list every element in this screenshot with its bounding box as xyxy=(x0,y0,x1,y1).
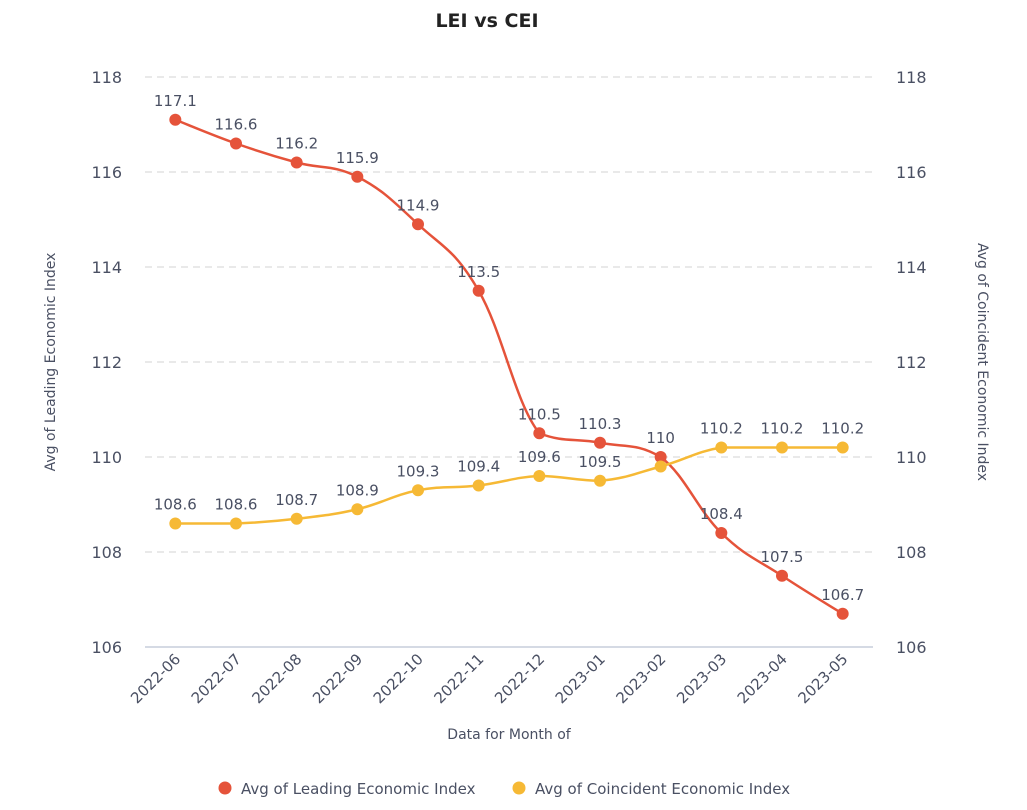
data-point xyxy=(594,474,606,487)
x-axis-title: Data for Month of xyxy=(447,727,571,743)
x-tick-label: 2022-12 xyxy=(491,650,548,707)
data-label: 117.1 xyxy=(154,92,197,110)
data-label: 115.9 xyxy=(336,149,379,167)
legend-item[interactable]: Avg of Coincident Economic Index xyxy=(512,780,791,798)
x-tick-label: 2023-04 xyxy=(734,650,791,707)
x-tick-label: 2023-02 xyxy=(612,650,669,707)
data-point xyxy=(290,156,303,169)
data-label: 110.2 xyxy=(821,420,864,438)
chart-title: LEI vs CEI xyxy=(435,10,538,32)
data-label: 110.3 xyxy=(579,415,622,433)
x-tick-label: 2022-10 xyxy=(370,650,427,707)
data-point xyxy=(412,484,424,497)
y-tick-label-right: 108 xyxy=(896,543,927,562)
x-tick-label: 2023-05 xyxy=(794,650,851,707)
data-label: 108.7 xyxy=(275,491,318,509)
data-point xyxy=(594,436,606,449)
data-label: 108.6 xyxy=(215,496,258,514)
y-tick-label-right: 110 xyxy=(896,448,927,467)
y-axis-left-title: Avg of Leading Economic Index xyxy=(43,253,59,472)
data-point xyxy=(836,607,849,620)
data-labels-lei: 117.1 116.6 116.2 115.9 114.9 113.5 110.5 110.3… xyxy=(154,92,864,604)
data-label: 114.9 xyxy=(397,196,440,214)
legend-marker-icon xyxy=(512,781,526,795)
y-tick-label-left: 110 xyxy=(91,448,122,467)
data-point xyxy=(715,527,728,539)
legend-label: Avg of Leading Economic Index xyxy=(241,780,476,798)
y-tick-label-left: 106 xyxy=(91,638,122,657)
data-point xyxy=(169,113,182,126)
series-layer: 117.1 116.6 116.2 115.9 114.9 113.5 110.5 110.3… xyxy=(154,92,864,620)
data-point xyxy=(836,441,849,454)
data-label: 110.2 xyxy=(700,420,743,438)
data-point xyxy=(715,441,728,454)
data-labels-cei: 108.6 108.6 108.7 108.9 109.3 109.4 109.6 109.5… xyxy=(154,420,864,514)
data-point xyxy=(290,512,303,525)
data-point xyxy=(412,218,424,231)
data-label: 109.6 xyxy=(518,448,561,466)
data-label: 116.6 xyxy=(215,116,258,134)
y-tick-label-right: 118 xyxy=(896,68,927,87)
data-label: 107.5 xyxy=(761,548,804,566)
series-cei xyxy=(169,441,849,530)
data-label: 116.2 xyxy=(275,135,318,153)
data-point xyxy=(351,170,364,183)
series-lei xyxy=(169,113,849,620)
data-label: 106.7 xyxy=(821,586,864,604)
x-axis-ticks: 2022-06 2022-07 2022-08 2022-09 2022-10 2022-… xyxy=(127,650,851,707)
y-tick-label-left: 112 xyxy=(91,353,122,372)
y-tick-label-right: 114 xyxy=(896,258,927,277)
y-tick-label-right: 112 xyxy=(896,353,927,372)
legend-label: Avg of Coincident Economic Index xyxy=(535,780,790,798)
data-label: 108.6 xyxy=(154,496,197,514)
data-label: 110 xyxy=(646,429,675,447)
data-point xyxy=(654,460,667,473)
data-point xyxy=(533,470,546,482)
x-tick-label: 2022-08 xyxy=(248,650,305,707)
legend-item[interactable]: Avg of Leading Economic Index xyxy=(218,780,476,798)
y-tick-label-left: 108 xyxy=(91,543,122,562)
x-tick-label: 2022-07 xyxy=(188,650,245,707)
y-tick-label-right: 106 xyxy=(896,638,927,657)
data-point xyxy=(230,137,242,150)
x-tick-label: 2023-01 xyxy=(552,650,609,707)
y-axis-right-title: Avg of Coincident Economic Index xyxy=(974,243,990,481)
data-label: 109.3 xyxy=(397,462,440,480)
data-point xyxy=(472,479,485,492)
y-axis-left-ticks: 106 108 110 112 114 116 118 xyxy=(91,68,122,657)
data-label: 108.4 xyxy=(700,505,743,523)
x-tick-label: 2022-06 xyxy=(127,650,184,707)
data-label: 108.9 xyxy=(336,481,379,499)
data-point xyxy=(169,517,182,530)
y-tick-label-left: 118 xyxy=(91,68,122,87)
data-label: 109.4 xyxy=(457,458,500,476)
y-axis-right-ticks: 106 108 110 112 114 116 118 xyxy=(896,68,927,657)
data-label: 110.2 xyxy=(761,420,804,438)
legend-marker-icon xyxy=(218,781,232,795)
x-tick-label: 2023-03 xyxy=(673,650,730,707)
data-label: 113.5 xyxy=(457,263,500,281)
y-tick-label-left: 114 xyxy=(91,258,122,277)
y-tick-label-right: 116 xyxy=(896,163,927,182)
data-point xyxy=(533,427,546,440)
data-point xyxy=(230,517,242,530)
x-tick-label: 2022-11 xyxy=(430,650,487,707)
data-point xyxy=(776,569,788,582)
x-tick-label: 2022-09 xyxy=(309,650,366,707)
legend: Avg of Leading Economic Index Avg of Coin… xyxy=(218,780,791,798)
data-label: 109.5 xyxy=(579,453,622,471)
data-point xyxy=(351,503,364,516)
data-point xyxy=(472,284,485,297)
data-point xyxy=(654,451,667,463)
y-tick-label-left: 116 xyxy=(91,163,122,182)
data-point xyxy=(776,441,788,454)
data-label: 110.5 xyxy=(518,405,561,423)
gridlines xyxy=(145,76,873,648)
series-line xyxy=(174,118,844,615)
